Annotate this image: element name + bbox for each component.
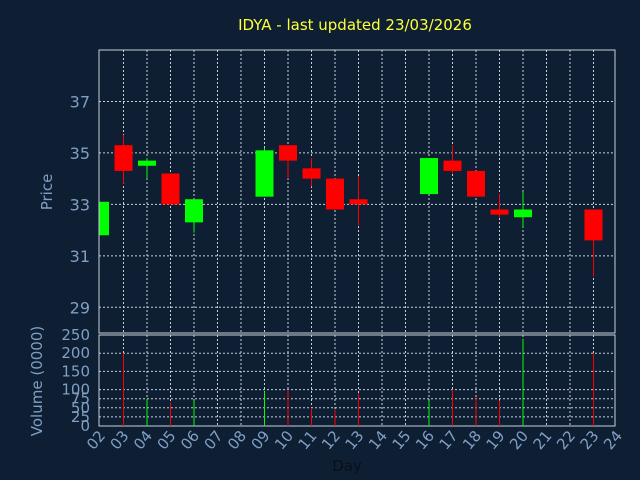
volume-tick-label: 50 <box>71 399 90 417</box>
candle-body <box>514 209 532 218</box>
x-tick-label: 09 <box>248 427 274 453</box>
candle-body <box>279 145 297 161</box>
price-y-ticks: 29 31 33 35 37 <box>70 92 90 317</box>
x-tick-label: 18 <box>459 427 485 453</box>
candle-body <box>255 150 274 197</box>
x-tick-label: 03 <box>107 427 133 453</box>
x-tick-label: 05 <box>154 427 180 453</box>
candle-body <box>326 178 344 210</box>
x-axis-label: Day <box>332 457 362 475</box>
x-tick-label: 11 <box>295 427 321 453</box>
price-panel-frame <box>98 49 616 334</box>
x-tick-label: 22 <box>553 427 579 453</box>
price-tick-label: 31 <box>70 247 90 266</box>
x-tick-label: 12 <box>318 427 344 453</box>
price-tick-label: 37 <box>70 92 90 111</box>
candle-body <box>161 173 180 205</box>
candle-body <box>467 170 485 197</box>
volume-tick-label: 150 <box>61 362 90 380</box>
candle-body <box>185 199 203 223</box>
volume-panel-frame <box>98 334 616 427</box>
volume-tick-label: 200 <box>61 344 90 362</box>
price-panel: 29 31 33 35 37 Price <box>38 49 616 334</box>
volume-tick-label: 250 <box>61 326 90 344</box>
volume-tick-label: 0 <box>80 417 90 435</box>
volume-tick-label: 25 <box>71 408 90 426</box>
x-tick-label: 23 <box>577 427 603 453</box>
x-tick-label: 06 <box>177 427 203 453</box>
x-tick-label: 15 <box>389 427 415 453</box>
candle-body <box>138 160 156 166</box>
candle-body <box>349 199 368 205</box>
price-tick-label: 33 <box>70 195 90 214</box>
x-tick-label: 04 <box>130 427 156 453</box>
candle-body <box>100 201 109 236</box>
volume-gridlines <box>99 335 615 426</box>
candle-body <box>584 209 603 241</box>
x-tick-label: 07 <box>201 427 227 453</box>
x-tick-label: 17 <box>436 427 462 453</box>
candle-body <box>420 158 438 195</box>
price-tick-label: 35 <box>70 144 90 163</box>
x-ticks: 0203040506070809101112131415161718192021… <box>83 427 626 453</box>
candles <box>99 134 603 277</box>
x-tick-label: 08 <box>224 427 250 453</box>
x-tick-label: 20 <box>506 427 532 453</box>
chart-title: IDYA - last updated 23/03/2026 <box>238 16 472 34</box>
x-tick-label: 16 <box>412 427 438 453</box>
x-tick-label: 24 <box>600 427 626 453</box>
candle-body <box>490 209 509 215</box>
x-tick-label: 13 <box>342 427 368 453</box>
volume-axis-label: Volume (0000) <box>28 326 46 436</box>
volume-tick-label: 100 <box>61 381 90 399</box>
x-tick-label: 10 <box>271 427 297 453</box>
price-axis-label: Price <box>38 174 56 211</box>
candle-body <box>443 160 462 171</box>
x-tick-label: 19 <box>483 427 509 453</box>
price-tick-label: 29 <box>70 298 90 317</box>
x-tick-label: 21 <box>530 427 556 453</box>
candle-body <box>302 168 321 179</box>
candle-body <box>114 145 133 171</box>
volume-bars <box>123 338 594 426</box>
x-tick-label: 14 <box>365 427 391 453</box>
volume-tick-label: 75 <box>71 390 90 408</box>
